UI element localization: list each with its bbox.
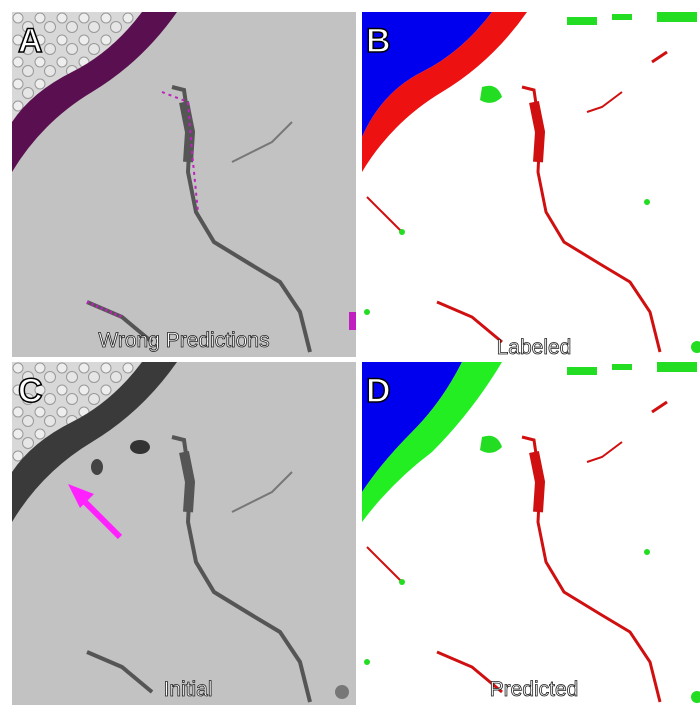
panel-c: C Initial [12,362,356,705]
panel-letter: A [18,22,43,60]
panel-caption: Labeled [497,336,572,359]
panel-letter: B [366,22,391,60]
panel-a: A Wrong Predictions [12,12,356,357]
panel-caption: Predicted [490,678,579,701]
figure: A Wrong Predictions B Labeled C Initial … [0,0,700,709]
panel-b: B Labeled [362,12,700,359]
panel-letter: D [366,372,391,410]
panel-d: D Predicted [362,362,700,705]
panel-caption: Initial [163,678,212,701]
panel-caption: Wrong Predictions [98,329,269,352]
panel-letter: C [18,372,43,410]
